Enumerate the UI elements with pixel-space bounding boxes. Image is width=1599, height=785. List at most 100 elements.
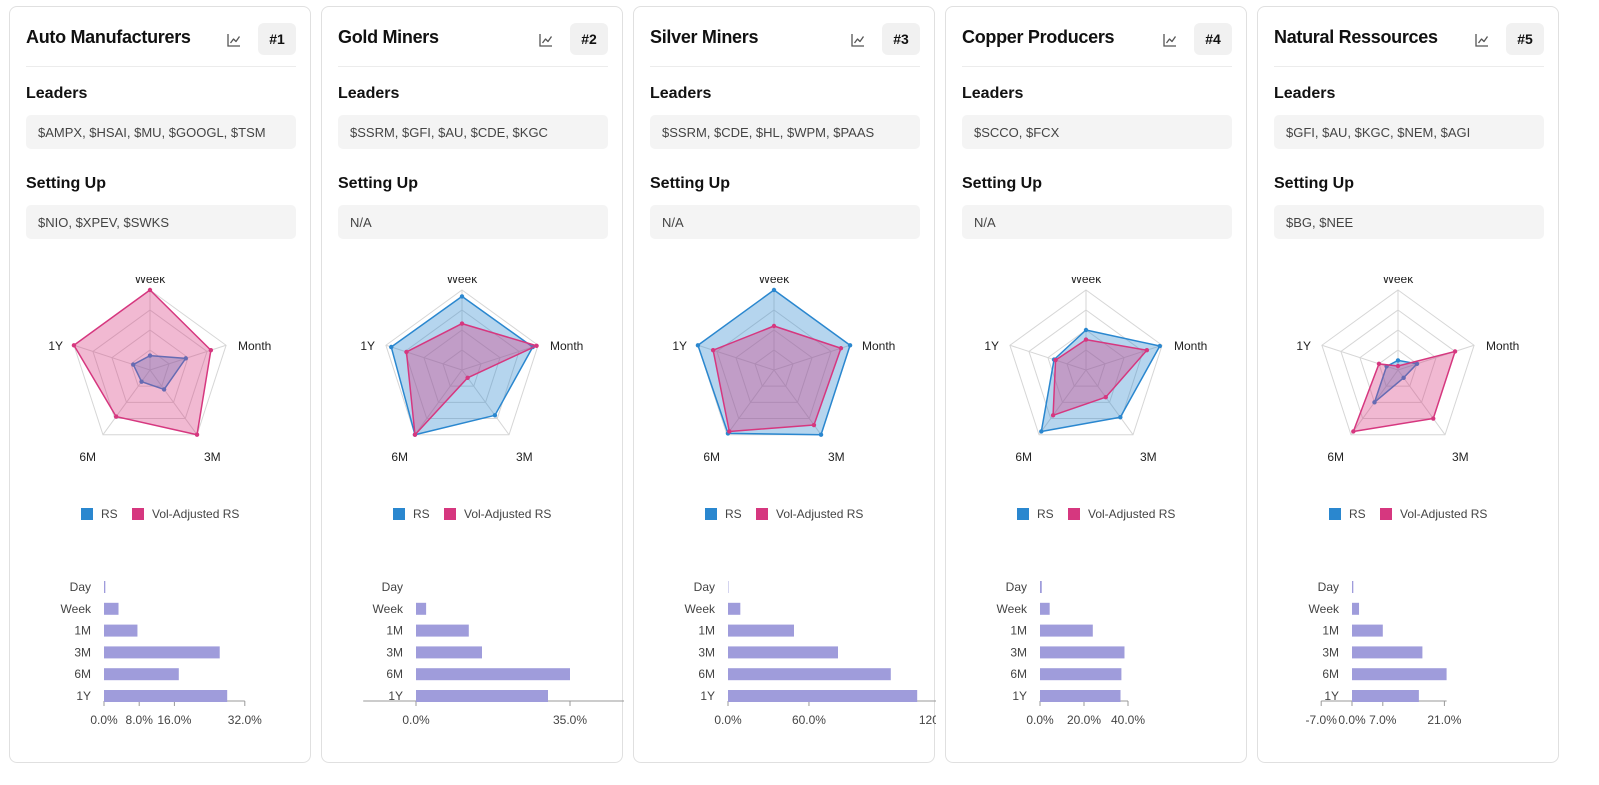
bar-x-tick-label: 60.0%	[792, 713, 826, 727]
radar-grid-ring	[1047, 329, 1125, 403]
setting-up-value: $BG, $NEE	[1274, 205, 1544, 239]
radar-axis-label: 1Y	[1296, 339, 1311, 353]
radar-axis-label: 1Y	[48, 339, 63, 353]
legend-label: RS	[101, 507, 118, 521]
rank-badge: #2	[570, 23, 608, 55]
bar-rect	[104, 581, 106, 593]
rank-badge: #4	[1194, 23, 1232, 55]
radar-axis-label: Month	[1174, 339, 1207, 353]
bar-rect	[1352, 690, 1419, 702]
rank-badge: #5	[1506, 23, 1544, 55]
legend-item[interactable]: Vol-Adjusted RS	[756, 507, 863, 521]
chart-view-button[interactable]	[222, 28, 246, 52]
chart-legend: RS Vol-Adjusted RS	[10, 507, 312, 523]
bar-category-label: 6M	[698, 667, 715, 681]
bar-rect	[1040, 668, 1122, 681]
bar-rect	[1352, 602, 1360, 615]
radar-axis-label: 3M	[204, 450, 221, 464]
radar-axis-label: Week	[135, 277, 166, 286]
legend-item[interactable]: RS	[81, 507, 118, 521]
bar-rect	[1352, 668, 1447, 681]
legend-item[interactable]: RS	[1329, 507, 1366, 521]
radar-axis-label: Week	[1071, 277, 1102, 286]
radar-point	[695, 343, 701, 348]
setting-up-value: N/A	[338, 205, 608, 239]
radar-point	[1118, 415, 1123, 420]
bar-x-tick-label: 7.0%	[1369, 713, 1397, 727]
leaders-value: $AMPX, $HSAI, $MU, $GOOGL, $TSM	[26, 115, 296, 149]
bar-category-label: 6M	[1322, 667, 1339, 681]
legend-item[interactable]: Vol-Adjusted RS	[132, 507, 239, 521]
radar-point	[492, 413, 498, 418]
leaders-label: Leaders	[1274, 85, 1336, 102]
radar-grid-ring	[1359, 329, 1437, 403]
radar-point	[147, 353, 153, 358]
legend-item[interactable]: RS	[705, 507, 742, 521]
bar-category-label: Day	[694, 580, 715, 594]
radar-grid-ring	[404, 309, 520, 420]
radar-series-vol-adjusted-rs	[1052, 338, 1148, 417]
chart-legend: RS Vol-Adjusted RS	[634, 507, 936, 523]
radar-spoke	[697, 344, 775, 371]
chart-view-button[interactable]	[846, 28, 870, 52]
line-chart-icon	[851, 34, 865, 47]
radar-grid-ring	[1009, 289, 1163, 436]
legend-swatch	[756, 508, 768, 520]
line-chart-icon	[539, 34, 553, 47]
bar-rect	[416, 602, 427, 615]
legend-item[interactable]: RS	[393, 507, 430, 521]
radar-grid-ring	[111, 329, 189, 403]
legend-item[interactable]: RS	[1017, 507, 1054, 521]
radar-grid-ring	[92, 309, 208, 420]
radar-point	[818, 432, 824, 437]
bar-category-label: 1Y	[700, 689, 715, 703]
radar-point	[389, 344, 394, 350]
chart-legend: RS Vol-Adjusted RS	[946, 507, 1248, 523]
line-chart-icon	[227, 34, 241, 47]
radar-axis-label: Month	[238, 339, 271, 353]
bar-x-tick-label: 8.0%	[126, 713, 154, 727]
bar-chart: 0.0% 8.0% 16.0% 32.0% Day Week 1M 3M 6M 1Y	[61, 580, 263, 727]
bar-category-label: Week	[685, 602, 716, 616]
leaders-value: $GFI, $AU, $KGC, $NEM, $AGI	[1274, 115, 1544, 149]
radar-spoke	[1085, 344, 1163, 371]
legend-item[interactable]: Vol-Adjusted RS	[1380, 507, 1487, 521]
radar-point	[1376, 361, 1382, 367]
radar-point	[1401, 375, 1406, 380]
chart-view-button[interactable]	[1158, 28, 1182, 52]
chart-view-button[interactable]	[534, 28, 558, 52]
bar-category-label: 1M	[386, 624, 403, 638]
legend-label: RS	[725, 507, 742, 521]
bar-x-tick-label: 0.0%	[714, 713, 742, 727]
bar-chart: 0.0% 20.0% 40.0% Day Week 1M 3M 6M 1Y	[997, 580, 1146, 727]
radar-point	[1083, 327, 1089, 333]
radar-grid-ring	[385, 289, 539, 436]
radar-spoke	[385, 344, 463, 371]
radar-point	[1157, 343, 1163, 349]
bar-category-label: Day	[70, 580, 91, 594]
bar-rect	[104, 668, 179, 681]
radar-chart: Week Month 3M 6M 1Y	[984, 277, 1207, 464]
leaders-label: Leaders	[962, 85, 1024, 102]
radar-point	[194, 432, 200, 437]
radar-spoke	[773, 344, 851, 371]
radar-point	[710, 348, 716, 353]
radar-series-vol-adjusted-rs	[1352, 350, 1456, 433]
bar-category-label: Day	[1318, 580, 1339, 594]
radar-spoke	[1397, 369, 1446, 436]
radar-axis-label: Week	[447, 277, 478, 286]
bar-category-label: 3M	[1010, 645, 1027, 659]
radar-point	[1053, 357, 1058, 363]
radar-point	[71, 343, 77, 348]
bar-category-label: 3M	[74, 645, 91, 659]
chart-view-button[interactable]	[1470, 28, 1494, 52]
bar-category-label: Week	[61, 602, 92, 616]
radar-axis-label: 6M	[79, 450, 96, 464]
legend-item[interactable]: Vol-Adjusted RS	[1068, 507, 1175, 521]
radar-axis-label: 1Y	[984, 339, 999, 353]
legend-swatch	[1380, 508, 1392, 520]
legend-item[interactable]: Vol-Adjusted RS	[444, 507, 551, 521]
radar-point	[459, 321, 465, 326]
bar-category-label: 1Y	[388, 689, 403, 703]
